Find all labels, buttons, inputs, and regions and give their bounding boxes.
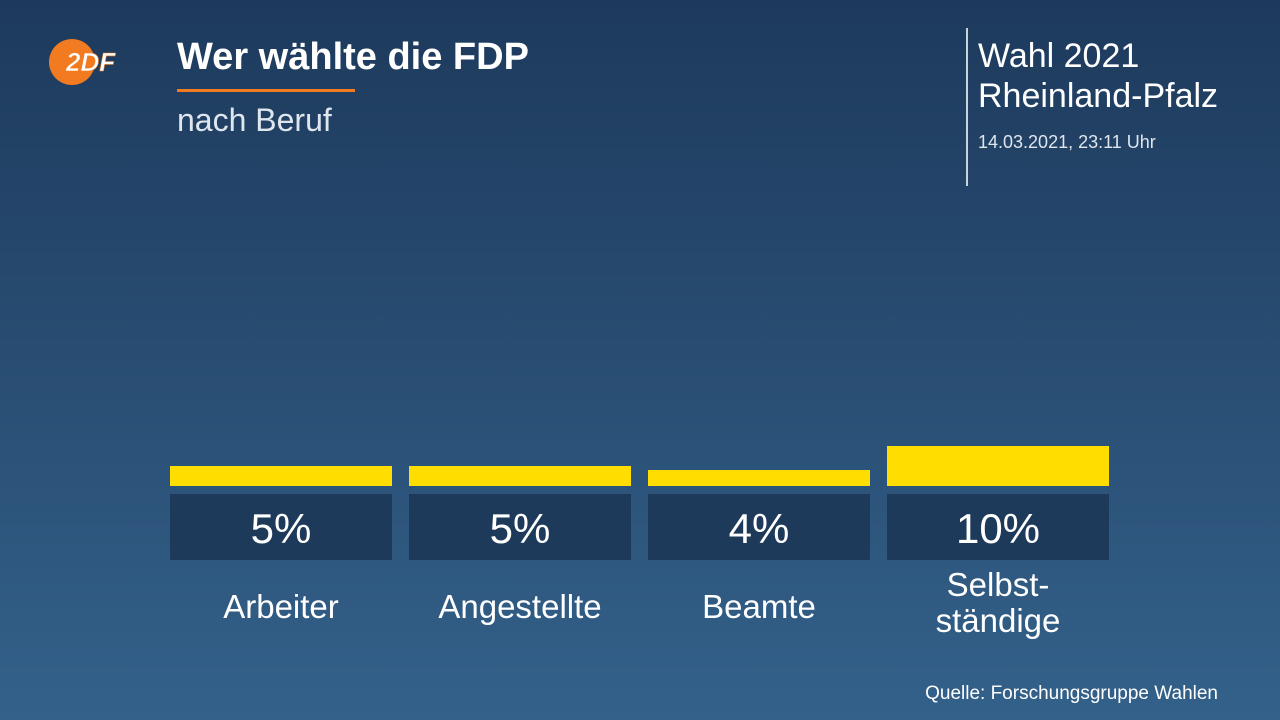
header-divider (966, 28, 968, 186)
value-box-3 (887, 494, 1109, 560)
election-info: Wahl 2021 Rheinland-Pfalz (978, 36, 1218, 116)
value-label-1: 5% (490, 505, 551, 552)
category-label-3-1: ständige (936, 602, 1061, 639)
zdf-logo: 2DF (49, 39, 117, 85)
election-name: Wahl 2021 (978, 37, 1140, 75)
chart-subtitle: nach Beruf (177, 102, 332, 138)
value-label-0: 5% (251, 505, 312, 552)
value-label-2: 4% (729, 505, 790, 552)
zdf-logo-text: 2DF (65, 47, 116, 77)
category-label-0-0: Arbeiter (223, 588, 339, 625)
election-region: Rheinland-Pfalz (978, 77, 1219, 115)
bar-1 (409, 466, 631, 486)
category-label-3-0: Selbst- (947, 566, 1050, 603)
value-label-3: 10% (956, 505, 1040, 552)
bar-2 (648, 470, 870, 486)
value-box-1 (409, 494, 631, 560)
value-box-2 (648, 494, 870, 560)
value-box-0 (170, 494, 392, 560)
chart-title: Wer wählte die FDP (177, 36, 529, 78)
bar-3 (887, 446, 1109, 486)
timestamp: 14.03.2021, 23:11 Uhr (978, 132, 1156, 152)
source-note: Quelle: Forschungsgruppe Wahlen (925, 683, 1218, 704)
category-label-2-0: Beamte (702, 588, 816, 625)
title-underline (177, 89, 355, 92)
bar-0 (170, 466, 392, 486)
category-label-1-0: Angestellte (438, 588, 601, 625)
